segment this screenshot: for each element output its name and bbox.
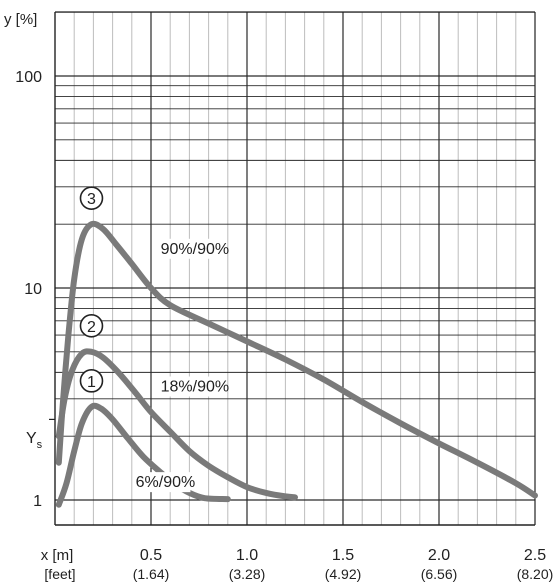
series-curve-2: [55, 348, 298, 501]
series-marker-circle: [79, 186, 104, 210]
x-tick-sublabel: (4.92): [325, 566, 362, 582]
series-name-bg: [158, 376, 225, 397]
x-tick-label: 1.5: [332, 547, 354, 564]
series-name-label: 6%/90%: [136, 474, 196, 491]
ys-marker-label: Ys: [26, 430, 43, 451]
axes: [49, 11, 536, 526]
x-tick-label: 2.0: [428, 547, 450, 564]
y-axis-label: y [%]: [4, 11, 37, 28]
x-axis-secondary-label: [feet]: [44, 566, 75, 582]
series-curve-3: [55, 220, 538, 499]
x-tick-sublabel: (1.64): [133, 566, 170, 582]
series-marker-number: 2: [87, 319, 96, 336]
x-tick-sublabel: (6.56): [421, 566, 458, 582]
series-name-label: 18%/90%: [161, 378, 230, 395]
ys-marker-main: Y: [26, 430, 37, 447]
x-axis-label: x [m]: [41, 547, 74, 564]
series-name-bg: [133, 472, 191, 493]
series-marker-circle: [79, 314, 104, 338]
x-tick-label: 0.5: [140, 547, 162, 564]
y-tick-label: 10: [24, 281, 42, 298]
x-tick-sublabel: (3.28): [229, 566, 266, 582]
series-marker-number: 1: [87, 374, 96, 391]
series-name-label: 90%/90%: [161, 241, 230, 258]
labels: y [%] x [m] [feet] Ys 1 10 100 0.5 (1.64) 1.0…: [4, 11, 553, 582]
series-name-bg: [158, 238, 225, 259]
x-tick-label: 2.5: [524, 547, 546, 564]
series-marker-circle: [79, 369, 104, 393]
series-curve-1: [55, 402, 231, 508]
series-marker-number: 3: [87, 191, 96, 208]
y-tick-label: 100: [15, 69, 42, 86]
x-tick-label: 1.0: [236, 547, 258, 564]
curves: [55, 220, 538, 508]
y-tick-label: 1: [33, 493, 42, 510]
ys-marker-sub: s: [37, 439, 43, 451]
grid: [55, 11, 535, 525]
x-tick-sublabel: (8.20): [517, 566, 554, 582]
